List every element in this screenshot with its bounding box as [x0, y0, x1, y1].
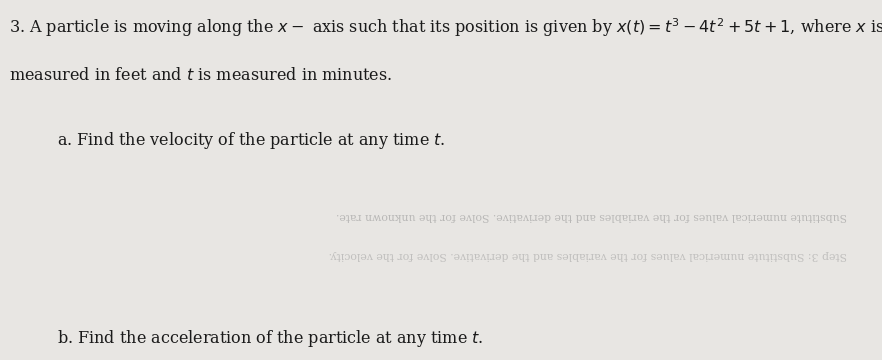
Text: measured in feet and $t$ is measured in minutes.: measured in feet and $t$ is measured in …	[9, 67, 392, 84]
Text: a. Find the velocity of the particle at any time $t$.: a. Find the velocity of the particle at …	[57, 130, 445, 150]
Text: b. Find the acceleration of the particle at any time $t$.: b. Find the acceleration of the particle…	[57, 328, 484, 348]
Text: 3. A particle is moving along the $x-$ axis such that its position is given by $: 3. A particle is moving along the $x-$ a…	[9, 16, 882, 39]
Text: Step 3: Substitute numerical values for the variables and the derivative. Solve : Step 3: Substitute numerical values for …	[328, 250, 847, 260]
Text: Substitute numerical values for the variables and the derivative. Solve for the : Substitute numerical values for the vari…	[336, 211, 847, 221]
